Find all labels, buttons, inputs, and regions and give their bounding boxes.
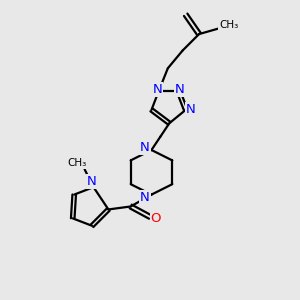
Text: N: N [175,82,184,96]
Text: CH₃: CH₃ [68,158,87,168]
Text: N: N [186,103,196,116]
Text: N: N [140,191,150,204]
Text: O: O [151,212,161,225]
Text: N: N [140,140,150,154]
Text: N: N [153,82,162,96]
Text: N: N [87,175,97,188]
Text: CH₃: CH₃ [219,20,239,30]
